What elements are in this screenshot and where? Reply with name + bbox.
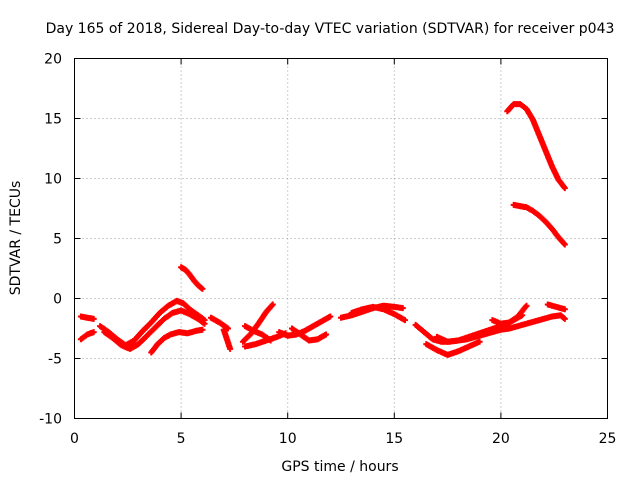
data-point <box>269 301 276 308</box>
data-point <box>201 320 208 327</box>
data-series-arc-8 <box>220 326 234 352</box>
data-point <box>561 185 568 192</box>
data-point <box>523 302 530 309</box>
y-tick-labels: -10 -5 0 5 10 15 20 <box>39 52 62 428</box>
data-series-arc-5 <box>148 326 206 356</box>
y-tick-label: -10 <box>39 412 62 428</box>
data-point <box>399 305 406 312</box>
data-point <box>323 331 330 338</box>
data-series-arc-4 <box>101 307 208 352</box>
x-tick-label: 25 <box>599 431 617 447</box>
data-series-arc-1 <box>77 313 97 322</box>
chart-title: Day 165 of 2018, Sidereal Day-to-day VTE… <box>46 21 615 37</box>
data-point <box>199 326 206 333</box>
data-point <box>225 325 232 332</box>
data-point <box>227 345 234 352</box>
y-axis-label: SDTVAR / TECUs <box>8 181 24 296</box>
data-point <box>327 313 334 320</box>
data-series-arc-2 <box>77 329 97 343</box>
x-tick-labels: 0 5 10 15 20 25 <box>70 431 616 447</box>
y-tick-label: -5 <box>48 352 62 368</box>
data-point <box>401 317 408 324</box>
data-point <box>561 306 568 313</box>
data-series-arc-13 <box>288 325 330 344</box>
x-axis-label: GPS time / hours <box>281 459 398 475</box>
data-series-arc-19 <box>489 302 530 327</box>
x-tick-label: 0 <box>70 431 79 447</box>
data-series-arc-15 <box>348 303 408 324</box>
data-point <box>90 329 97 336</box>
data-point <box>561 241 568 248</box>
x-tick-label: 15 <box>385 431 403 447</box>
data-point <box>476 338 483 345</box>
data-series-arc-7 <box>207 314 232 332</box>
data-series-arc-17 <box>423 338 483 358</box>
y-tick-label: 5 <box>53 232 62 248</box>
y-tick-label: 10 <box>44 172 62 188</box>
data-point <box>90 315 97 322</box>
data-points <box>77 101 568 358</box>
y-tick-label: 20 <box>44 52 62 68</box>
x-tick-label: 5 <box>177 431 186 447</box>
data-point <box>199 285 206 292</box>
grid-lines <box>74 58 608 419</box>
x-tick-label: 10 <box>279 431 297 447</box>
axis-ticks <box>74 58 608 419</box>
data-series-arc-21 <box>504 101 568 192</box>
data-series-arc-22 <box>510 201 568 248</box>
data-series-arc-6 <box>178 264 206 292</box>
data-point <box>561 315 568 322</box>
y-tick-label: 15 <box>44 112 62 128</box>
data-series-arc-20 <box>544 301 568 313</box>
x-tick-label: 20 <box>492 431 510 447</box>
y-tick-label: 0 <box>53 292 62 308</box>
